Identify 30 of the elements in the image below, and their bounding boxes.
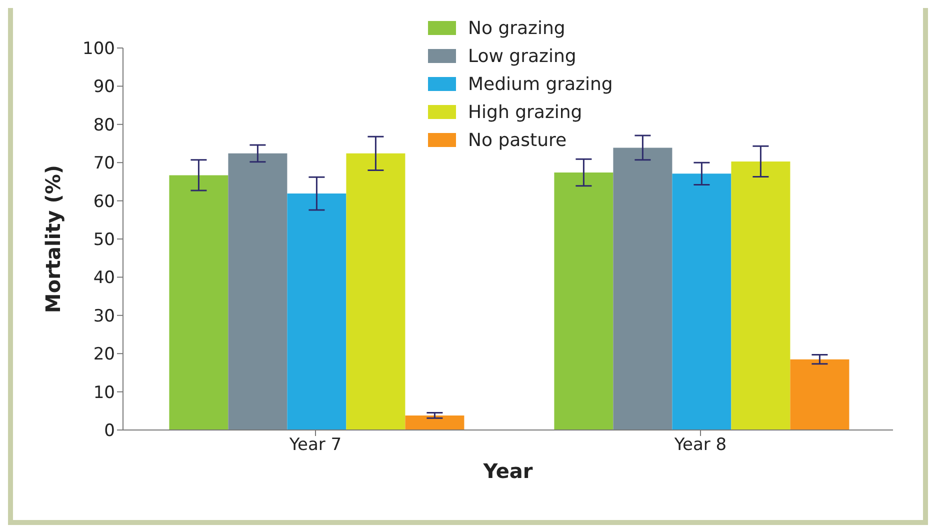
x-tick-label: Year 7 xyxy=(288,435,342,456)
bar xyxy=(228,153,288,430)
legend-label: No grazing xyxy=(468,18,566,38)
y-tick-label: 40 xyxy=(93,268,115,288)
y-tick-label: 20 xyxy=(93,344,115,365)
bar xyxy=(613,148,672,430)
bar xyxy=(790,359,850,430)
x-axis-title: Year xyxy=(482,459,533,483)
bar xyxy=(731,161,790,430)
bar xyxy=(672,174,732,430)
y-tick-label: 50 xyxy=(93,230,115,250)
legend-label: High grazing xyxy=(468,102,582,122)
y-tick-label: 60 xyxy=(93,192,115,212)
legend-label: No pasture xyxy=(468,130,567,150)
y-tick-label: 80 xyxy=(93,115,115,136)
bar xyxy=(554,172,614,430)
y-tick-label: 70 xyxy=(93,154,115,174)
y-tick-label: 0 xyxy=(104,421,115,442)
y-tick-label: 100 xyxy=(82,39,115,60)
bar xyxy=(169,175,228,430)
y-axis-title: Mortality (%) xyxy=(41,164,66,314)
y-tick-label: 90 xyxy=(93,77,115,98)
y-tick-label: 30 xyxy=(93,306,115,326)
x-tick-label: Year 8 xyxy=(673,435,727,456)
bar xyxy=(405,415,464,430)
bar xyxy=(346,153,406,430)
legend-label: Low grazing xyxy=(468,46,576,66)
y-tick-label: 10 xyxy=(93,382,115,403)
legend-label: Medium grazing xyxy=(468,74,613,94)
bar xyxy=(287,194,346,430)
